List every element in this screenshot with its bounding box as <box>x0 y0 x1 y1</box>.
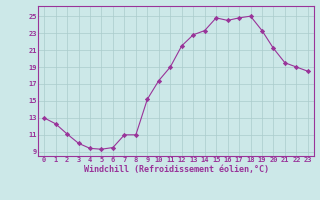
X-axis label: Windchill (Refroidissement éolien,°C): Windchill (Refroidissement éolien,°C) <box>84 165 268 174</box>
